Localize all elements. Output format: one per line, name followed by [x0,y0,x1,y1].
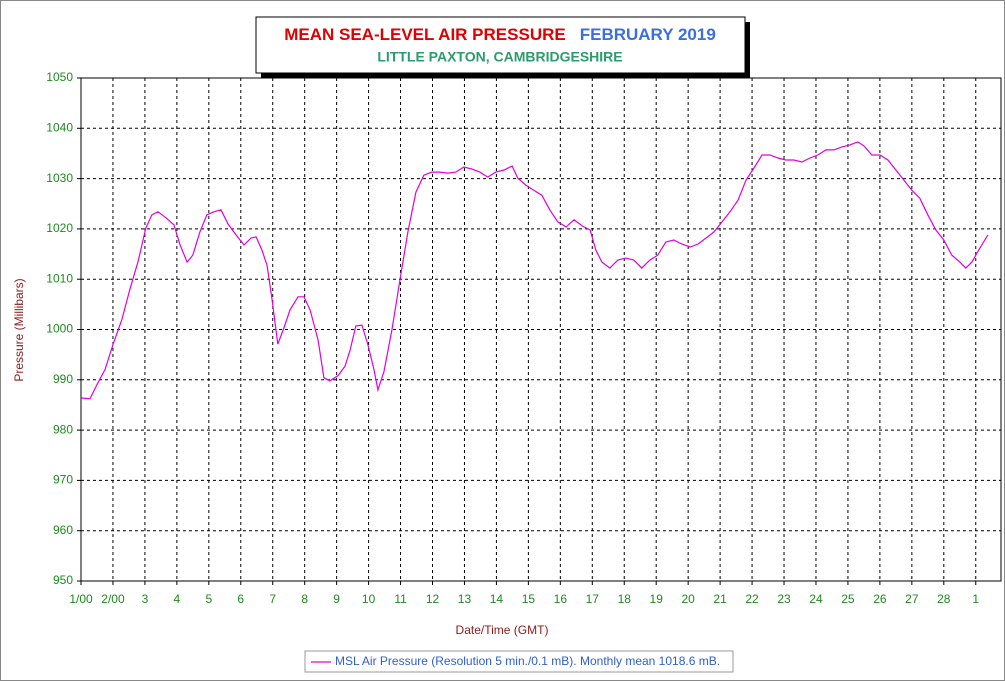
x-tick-label: 2/00 [101,592,125,606]
title-line: MEAN SEA-LEVEL AIR PRESSURE FEBRUARY 2019 [284,25,716,44]
x-axis-label: Date/Time (GMT) [456,623,549,637]
y-tick-label: 980 [53,422,73,436]
y-tick-label: 1040 [46,120,73,134]
x-tick-label: 15 [522,592,536,606]
legend-label: MSL Air Pressure (Resolution 5 min./0.1 … [335,654,720,668]
y-tick-label: 1020 [46,221,73,235]
x-tick-label: 17 [586,592,600,606]
x-tick-label: 5 [205,592,212,606]
x-tick-label: 11 [394,592,407,606]
y-tick-label: 950 [53,573,73,587]
y-tick-label: 1010 [46,271,73,285]
chart-date: FEBRUARY 2019 [580,25,716,44]
x-tick-label: 12 [426,592,440,606]
x-tick-label: 26 [873,592,887,606]
plot-border [80,77,1002,582]
x-tick-label: 16 [554,592,568,606]
chart-subtitle: LITTLE PAXTON, CAMBRIDGESHIRE [377,49,622,65]
x-tick-label: 1/00 [69,592,93,606]
series-line [80,141,989,400]
x-tick-label: 24 [809,592,823,606]
x-tick-label: 4 [174,592,181,606]
title-box [255,16,746,74]
y-tick-label: 1030 [46,171,73,185]
x-tick-label: 13 [458,592,472,606]
y-tick-label: 990 [53,372,73,386]
x-tick-label: 8 [301,592,308,606]
y-tick-label: 960 [53,523,73,537]
x-tick-label: 1 [972,592,979,606]
x-tick-label: 3 [142,592,149,606]
x-tick-label: 22 [745,592,759,606]
x-tick-label: 18 [618,592,632,606]
x-tick-label: 20 [681,592,695,606]
x-tick-label: 23 [777,592,791,606]
y-axis-label: Pressure (Millibars) [12,278,26,381]
x-tick-label: 7 [269,592,276,606]
x-tick-label: 10 [362,592,376,606]
y-tick-label: 1000 [46,322,73,336]
x-tick-label: 28 [937,592,951,606]
x-tick-label: 27 [905,592,919,606]
y-tick-label: 1050 [46,70,73,84]
x-tick-label: 19 [650,592,664,606]
x-tick-label: 9 [333,592,340,606]
y-tick-label: 970 [53,473,73,487]
x-tick-label: 6 [237,592,244,606]
chart-title: MEAN SEA-LEVEL AIR PRESSURE [284,25,566,44]
x-tick-label: 25 [841,592,855,606]
x-tick-label: 21 [713,592,727,606]
legend-box [304,650,734,673]
x-tick-label: 14 [490,592,504,606]
